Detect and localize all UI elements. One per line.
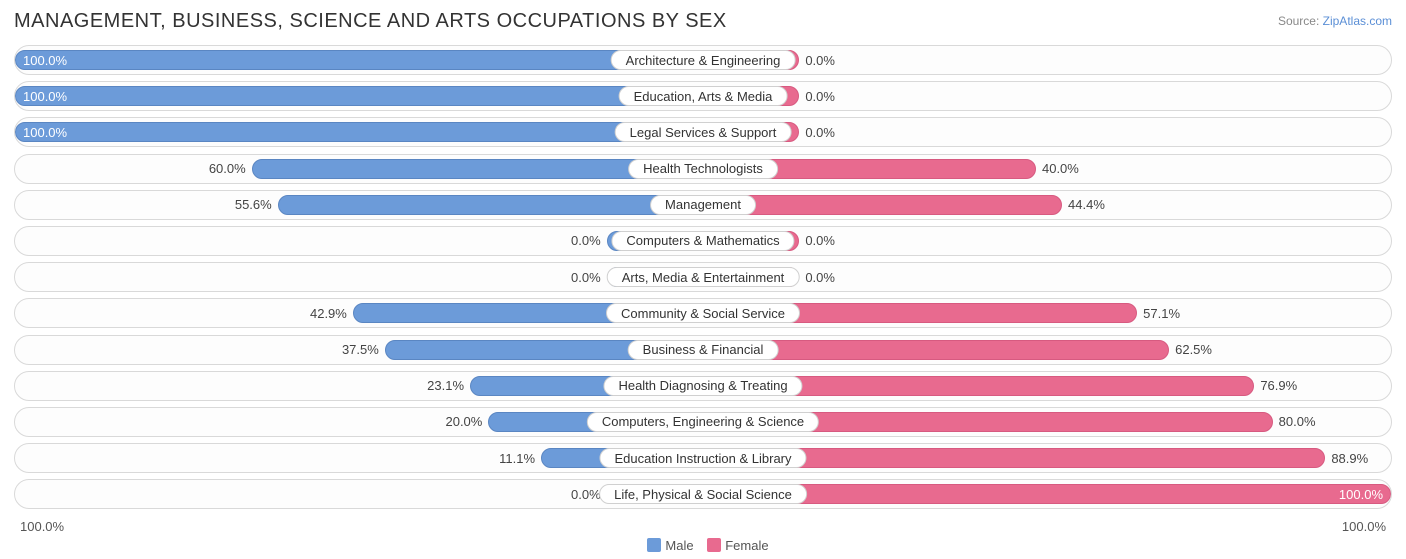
female-value-label: 0.0% [805,227,835,255]
category-label: Health Diagnosing & Treating [603,376,802,396]
female-value-label: 76.9% [1260,372,1297,400]
chart-row: 0.0% 0.0% Computers & Mathematics [14,226,1392,256]
category-label: Management [650,195,756,215]
chart-legend: Male Female [14,534,1392,553]
category-label: Health Technologists [628,159,778,179]
male-bar [15,122,703,142]
chart-row: 100.0% 0.0% Legal Services & Support [14,117,1392,147]
chart-row: 42.9% 57.1% Community & Social Service [14,298,1392,328]
category-label: Education, Arts & Media [619,86,788,106]
female-value-label: 0.0% [805,263,835,291]
female-value-label: 44.4% [1068,191,1105,219]
male-value-label: 42.9% [310,299,347,327]
male-bar [15,86,703,106]
chart-row: 23.1% 76.9% Health Diagnosing & Treating [14,371,1392,401]
category-label: Legal Services & Support [615,122,792,142]
source-link[interactable]: ZipAtlas.com [1323,14,1392,28]
female-value-label: 0.0% [805,82,835,110]
legend-swatch-male [647,538,661,552]
male-value-label: 0.0% [571,227,601,255]
category-label: Arts, Media & Entertainment [607,267,800,287]
category-label: Community & Social Service [606,303,800,323]
male-value-label: 0.0% [571,480,601,508]
male-bar [278,195,703,215]
chart-row: 55.6% 44.4% Management [14,190,1392,220]
chart-row: 37.5% 62.5% Business & Financial [14,335,1392,365]
axis-labels: 100.0% 100.0% [14,515,1392,534]
male-value-label: 100.0% [23,46,67,74]
legend-label-male: Male [665,538,693,553]
chart-row: 100.0% 0.0% Education, Arts & Media [14,81,1392,111]
male-value-label: 100.0% [23,118,67,146]
male-value-label: 60.0% [209,155,246,183]
category-label: Education Instruction & Library [599,448,806,468]
chart-row: 11.1% 88.9% Education Instruction & Librar… [14,443,1392,473]
category-label: Computers, Engineering & Science [587,412,819,432]
male-value-label: 11.1% [499,444,535,472]
category-label: Architecture & Engineering [611,50,796,70]
male-value-label: 20.0% [445,408,482,436]
chart-source: Source: ZipAtlas.com [1278,10,1392,28]
chart-header: MANAGEMENT, BUSINESS, SCIENCE AND ARTS O… [14,10,1392,33]
male-value-label: 37.5% [342,336,379,364]
female-value-label: 0.0% [805,46,835,74]
category-label: Business & Financial [628,340,779,360]
legend-swatch-female [707,538,721,552]
female-value-label: 57.1% [1143,299,1180,327]
category-label: Life, Physical & Social Science [599,484,807,504]
category-label: Computers & Mathematics [611,231,794,251]
male-bar [15,50,703,70]
axis-left-label: 100.0% [20,519,64,534]
chart-rows: 100.0%0.0%Architecture & Engineering100.… [14,45,1392,509]
male-value-label: 0.0% [571,263,601,291]
male-value-label: 55.6% [235,191,272,219]
occupations-by-sex-chart: MANAGEMENT, BUSINESS, SCIENCE AND ARTS O… [0,0,1406,559]
male-value-label: 23.1% [427,372,464,400]
female-value-label: 88.9% [1331,444,1368,472]
female-value-label: 100.0% [1339,480,1383,508]
female-value-label: 80.0% [1279,408,1316,436]
chart-row: 60.0% 40.0% Health Technologists [14,154,1392,184]
female-value-label: 0.0% [805,118,835,146]
chart-row: 0.0% 100.0% Life, Physical & Social Scienc… [14,479,1392,509]
female-value-label: 62.5% [1175,336,1212,364]
source-prefix: Source: [1278,14,1323,28]
axis-right-label: 100.0% [1342,519,1386,534]
female-value-label: 40.0% [1042,155,1079,183]
chart-row: 100.0% 0.0% Architecture & Engineering [14,45,1392,75]
chart-row: 0.0%0.0%Arts, Media & Entertainment [14,262,1392,292]
male-value-label: 100.0% [23,82,67,110]
legend-label-female: Female [725,538,768,553]
female-bar [703,195,1062,215]
chart-row: 20.0% 80.0% Computers, Engineering & Scien… [14,407,1392,437]
chart-title: MANAGEMENT, BUSINESS, SCIENCE AND ARTS O… [14,10,727,33]
